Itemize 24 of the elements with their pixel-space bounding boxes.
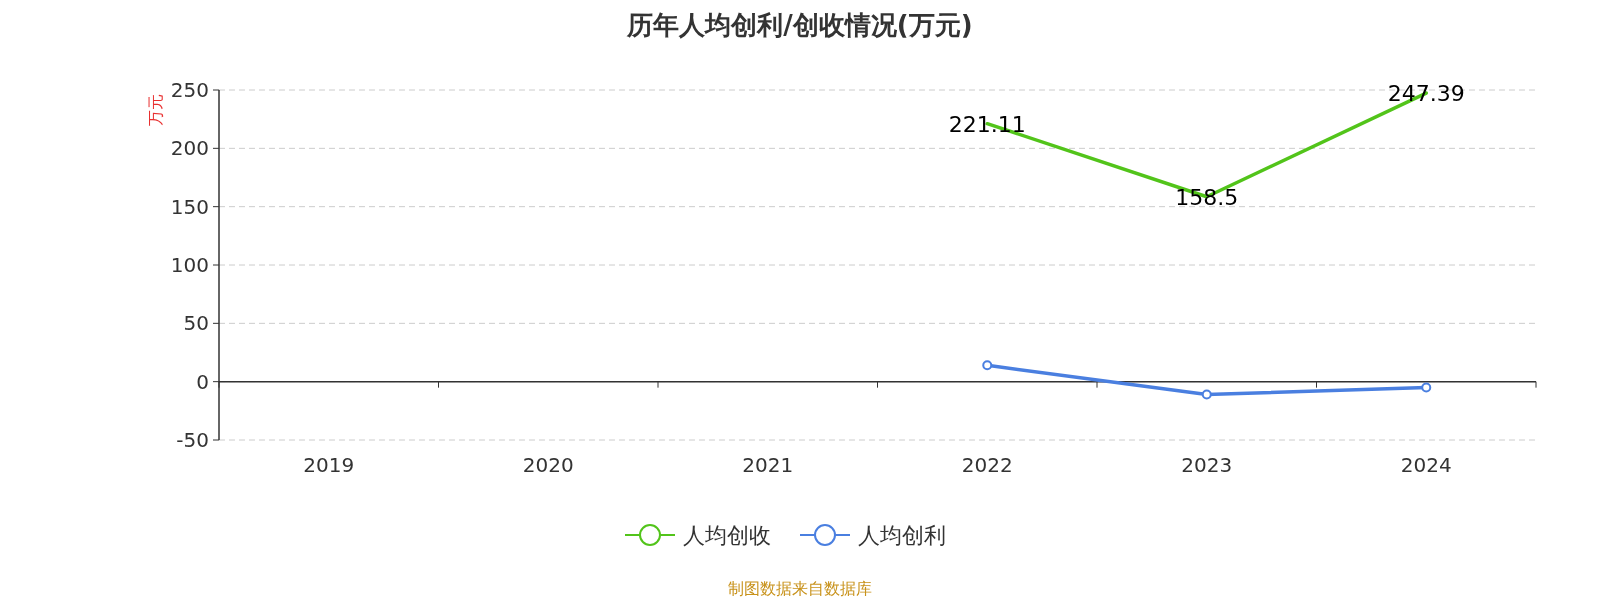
y-tick-label: 200 [170,136,209,161]
x-tick-label: 2019 [303,453,355,477]
legend-label: 人均创利 [858,523,946,548]
data-label: 221.11 [948,111,1026,137]
x-tick-label: 2021 [742,453,794,477]
x-tick-label: 2020 [522,453,574,477]
y-tick-label: 0 [196,369,209,394]
y-axis-title: 万元 [146,94,165,126]
data-label: 247.39 [1387,81,1465,107]
y-tick-label: -50 [176,428,209,452]
y-tick-label: 100 [170,253,209,277]
point [1421,382,1432,393]
point [1201,389,1212,400]
x-tick-label: 2022 [961,453,1013,477]
y-tick-label: 250 [170,78,209,102]
y-tick-label: 150 [170,194,209,219]
point [982,360,993,371]
chart-title: 历年人均创利/创收情况(万元) [626,10,973,40]
legend-label: 人均创收 [683,523,771,548]
y-tick-label: 50 [183,311,209,336]
x-tick-label: 2024 [1400,453,1452,477]
text: 制图数据来自数据库 [728,579,872,598]
data-label: 158.5 [1175,184,1239,210]
x-tick-label: 2023 [1181,453,1233,477]
